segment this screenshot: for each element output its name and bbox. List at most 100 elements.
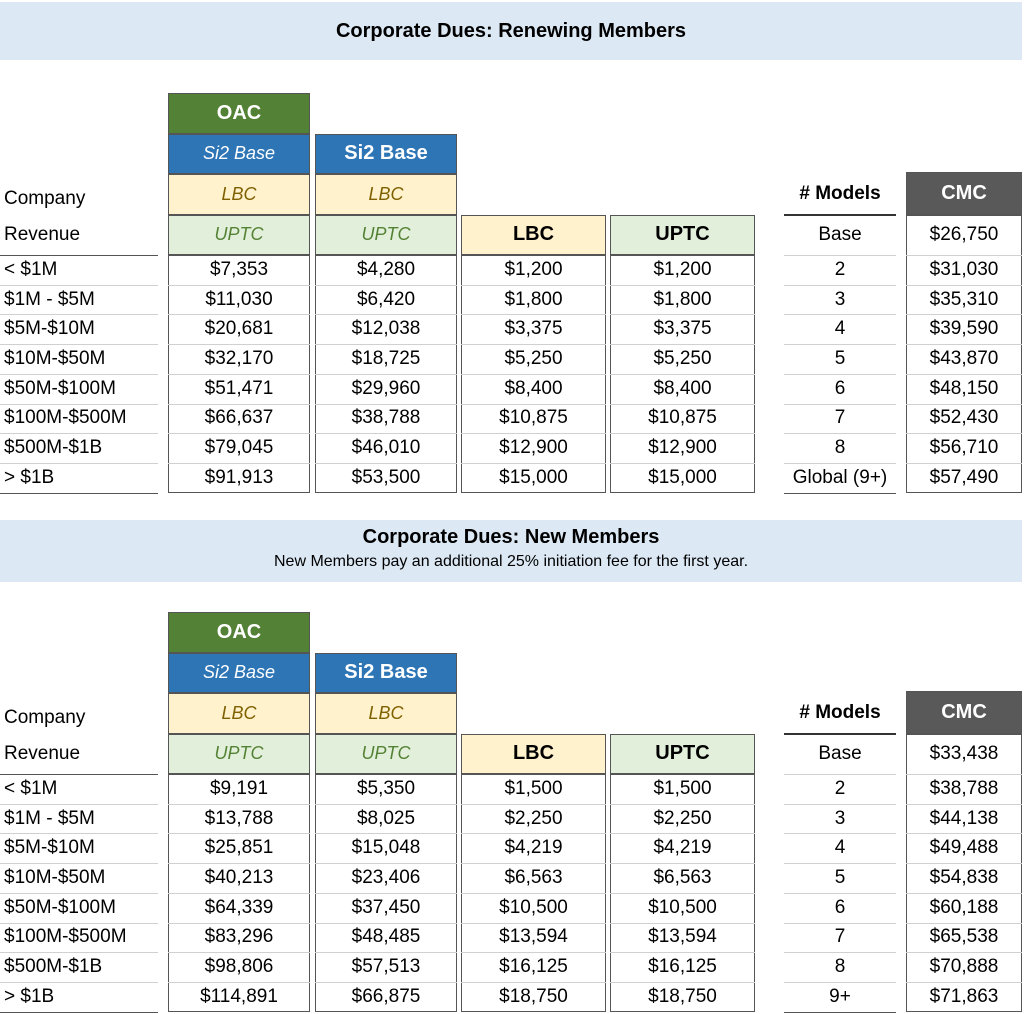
lbc-price: $16,125 xyxy=(499,956,568,978)
lbc-price: $10,875 xyxy=(499,407,568,429)
models-count: 2 xyxy=(834,258,846,280)
models-count: 8 xyxy=(834,956,846,978)
cmc-divider xyxy=(906,803,1022,805)
si2-base-header: Si2 Base xyxy=(315,133,457,174)
cmc-price: $35,310 xyxy=(929,288,999,310)
models-header: # Models xyxy=(799,183,881,205)
cmc-price: $56,710 xyxy=(929,437,999,459)
models-count: 5 xyxy=(834,866,846,888)
cmc-divider xyxy=(906,462,1022,464)
cmc-price: $52,430 xyxy=(929,407,999,429)
models-divider xyxy=(784,284,896,286)
lbc-price: $6,563 xyxy=(504,866,563,888)
row-divider xyxy=(168,433,310,435)
row-divider xyxy=(0,462,158,464)
uptc-price: $12,900 xyxy=(648,437,717,459)
uptc-price: $1,800 xyxy=(653,288,712,310)
row-divider xyxy=(610,433,755,435)
models-count: 4 xyxy=(834,318,846,340)
revenue-label: Revenue xyxy=(4,223,81,245)
models-count: 5 xyxy=(834,347,846,369)
models-divider xyxy=(784,255,896,256)
cmc-divider xyxy=(906,952,1022,954)
si2-price: $53,500 xyxy=(351,466,421,488)
revenue-tier: $50M-$100M xyxy=(4,377,116,399)
cmc-column xyxy=(906,733,1022,1012)
row-divider xyxy=(168,981,310,983)
row-divider xyxy=(610,803,755,805)
cmc-divider xyxy=(906,981,1022,983)
row-divider xyxy=(461,344,606,346)
oac-price: $20,681 xyxy=(204,318,274,340)
row-divider xyxy=(168,863,310,865)
uptc-price: $2,250 xyxy=(653,807,712,829)
row-divider xyxy=(610,314,755,316)
models-divider xyxy=(784,922,896,924)
row-divider xyxy=(168,462,310,464)
si2-base-header: Si2 Base xyxy=(315,652,457,693)
oac-price: $91,913 xyxy=(204,466,274,488)
uptc-price: $6,563 xyxy=(653,866,712,888)
oac-price: $98,806 xyxy=(204,956,274,978)
si2-lbc-header: LBC xyxy=(315,693,457,734)
revenue-tier: $5M-$10M xyxy=(4,318,95,340)
row-divider xyxy=(0,403,158,405)
row-divider xyxy=(610,284,755,286)
row-divider xyxy=(461,373,606,375)
models-count: Base xyxy=(818,223,862,245)
models-divider xyxy=(784,863,896,865)
revenue-tier: < $1M xyxy=(4,258,58,280)
revenue-tier: $5M-$10M xyxy=(4,837,95,859)
row-divider xyxy=(0,433,158,435)
models-divider xyxy=(784,952,896,954)
revenue-tier: $10M-$50M xyxy=(4,866,106,888)
cmc-divider xyxy=(906,373,1022,375)
models-divider xyxy=(784,981,896,983)
cmc-divider xyxy=(906,255,1022,256)
oac-price: $13,788 xyxy=(204,807,274,829)
oac-price: $9,191 xyxy=(209,777,269,799)
cmc-price: $70,888 xyxy=(929,956,999,978)
cmc-divider xyxy=(906,344,1022,346)
renewing-dues-table: OAC Si2 Base LBC UPTC Si2 Base LBC UPTC LBC UPTC… xyxy=(0,0,1024,494)
row-divider xyxy=(0,314,158,316)
renewing-title: Corporate Dues: Renewing Members xyxy=(335,19,687,42)
row-divider xyxy=(315,344,457,346)
lbc-price: $8,400 xyxy=(504,377,563,399)
row-divider xyxy=(315,863,457,865)
row-divider xyxy=(461,922,606,924)
row-divider xyxy=(461,314,606,316)
row-divider xyxy=(315,952,457,954)
si2-price: $12,038 xyxy=(351,318,421,340)
models-count: 7 xyxy=(834,407,846,429)
models-count: 7 xyxy=(834,926,846,948)
revenue-tier: $500M-$1B xyxy=(4,956,103,978)
row-divider xyxy=(461,833,606,835)
models-count: Base xyxy=(818,742,862,764)
row-divider xyxy=(168,314,310,316)
uptc-price: $8,400 xyxy=(653,377,712,399)
uptc-price: $10,500 xyxy=(648,896,717,918)
uptc-price: $16,125 xyxy=(648,956,717,978)
row-divider xyxy=(315,284,457,286)
row-divider xyxy=(610,981,755,983)
cmc-price: $44,138 xyxy=(929,807,999,829)
cmc-divider xyxy=(906,892,1022,894)
row-divider xyxy=(0,892,158,894)
si2-lbc-header: LBC xyxy=(315,174,457,215)
cmc-price: $65,538 xyxy=(929,926,999,948)
models-divider xyxy=(784,774,896,775)
oac-price: $25,851 xyxy=(204,837,274,859)
oac-price: $114,891 xyxy=(200,985,278,1007)
revenue-tier: $1M - $5M xyxy=(4,288,95,310)
revenue-underline xyxy=(0,255,158,256)
lbc-price: $2,250 xyxy=(504,807,563,829)
row-divider xyxy=(461,892,606,894)
models-count: 3 xyxy=(834,288,846,310)
oac-si2-base-header: Si2 Base xyxy=(168,133,310,174)
row-divider xyxy=(610,922,755,924)
new-title: Corporate Dues: New Members xyxy=(362,526,660,548)
cmc-divider xyxy=(906,774,1022,775)
row-divider xyxy=(0,952,158,954)
row-divider xyxy=(168,922,310,924)
